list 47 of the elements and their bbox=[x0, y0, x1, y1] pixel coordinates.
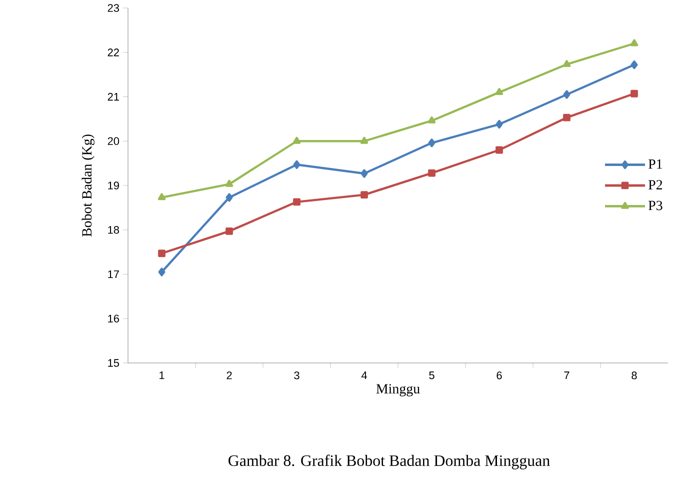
point bbox=[428, 116, 436, 124]
point bbox=[630, 90, 638, 98]
point bbox=[226, 227, 233, 235]
y-tick-label: 15 bbox=[108, 359, 120, 367]
x-tick-label: 7 bbox=[564, 372, 570, 380]
point bbox=[158, 250, 166, 258]
legend-label: P2 bbox=[648, 180, 662, 190]
point bbox=[158, 268, 166, 276]
x-tick-label: 8 bbox=[632, 372, 637, 380]
point bbox=[496, 120, 503, 129]
point bbox=[360, 191, 368, 199]
point bbox=[563, 114, 570, 122]
point bbox=[226, 193, 233, 202]
point bbox=[428, 138, 436, 148]
point bbox=[225, 180, 234, 187]
point bbox=[562, 60, 571, 68]
x-tick-label: 6 bbox=[496, 372, 502, 380]
point bbox=[293, 198, 300, 206]
point bbox=[496, 146, 503, 154]
point bbox=[428, 169, 436, 177]
x-axis-title: Minggu bbox=[376, 384, 420, 396]
y-tick-label: 18 bbox=[108, 226, 119, 234]
point bbox=[293, 160, 300, 169]
x-tick-label: 3 bbox=[294, 372, 300, 380]
point bbox=[563, 90, 570, 99]
point bbox=[158, 193, 166, 200]
x-tick-label: 4 bbox=[361, 372, 367, 380]
text: Gambar 8. Grafik Bobot Badan Domba Mingguan bbox=[228, 454, 550, 470]
legend-label: P3 bbox=[648, 200, 662, 210]
y-tick-label: 20 bbox=[108, 137, 120, 145]
x-tick-label: 1 bbox=[160, 372, 164, 380]
point bbox=[360, 169, 368, 178]
point bbox=[495, 88, 504, 95]
point bbox=[630, 39, 638, 46]
point bbox=[630, 60, 638, 70]
y-tick-label: 17 bbox=[108, 270, 119, 278]
y-axis-title: Bobot Badan (Kg) bbox=[82, 134, 94, 237]
y-tick-label: 19 bbox=[108, 182, 119, 190]
x-tick-label: 2 bbox=[226, 372, 232, 380]
y-tick-label: 23 bbox=[108, 4, 119, 12]
y-tick-label: 22 bbox=[108, 48, 119, 56]
point bbox=[292, 136, 301, 144]
y-tick-label: 16 bbox=[108, 314, 119, 322]
y-tick-label: 21 bbox=[108, 92, 119, 101]
x-tick-label: 5 bbox=[429, 372, 434, 380]
legend-label: P1 bbox=[648, 159, 662, 169]
point bbox=[360, 136, 368, 144]
